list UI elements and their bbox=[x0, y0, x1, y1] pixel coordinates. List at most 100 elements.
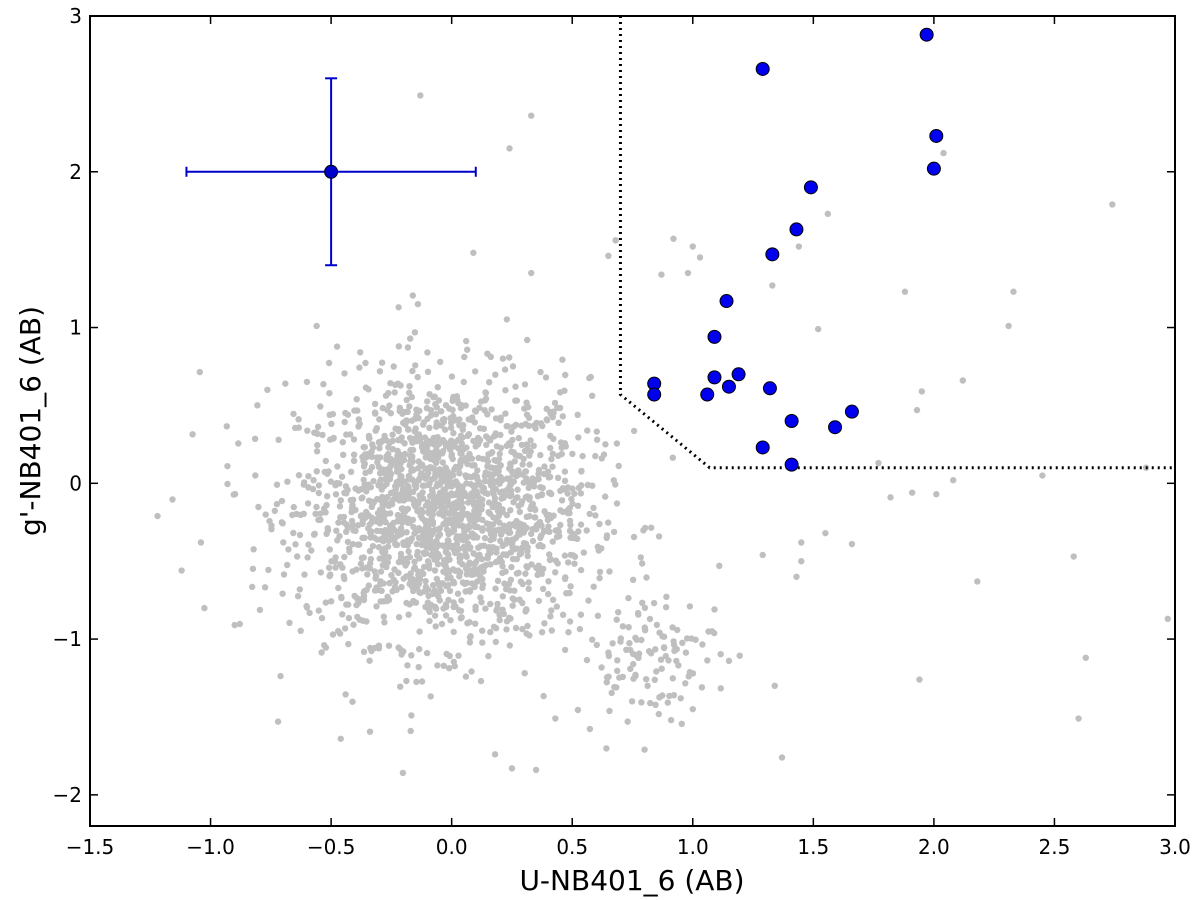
background-point bbox=[548, 607, 555, 614]
background-point bbox=[400, 539, 407, 546]
background-point bbox=[467, 494, 474, 501]
background-point bbox=[411, 435, 418, 442]
background-point bbox=[525, 484, 532, 491]
background-point bbox=[408, 456, 416, 463]
background-point bbox=[429, 437, 437, 444]
background-point bbox=[481, 534, 489, 542]
background-point bbox=[357, 349, 364, 356]
background-point bbox=[545, 489, 553, 497]
background-point bbox=[373, 536, 381, 543]
background-point bbox=[959, 377, 967, 384]
background-point bbox=[339, 439, 346, 446]
background-point bbox=[543, 417, 551, 424]
background-point bbox=[312, 510, 319, 517]
background-point bbox=[404, 426, 412, 433]
background-point bbox=[698, 684, 706, 691]
highlighted-point bbox=[765, 247, 780, 262]
background-point bbox=[598, 545, 605, 552]
background-point bbox=[488, 406, 495, 413]
background-point bbox=[414, 373, 421, 381]
background-point bbox=[547, 444, 554, 452]
background-point bbox=[525, 579, 532, 586]
highlighted-point bbox=[803, 180, 818, 195]
background-point bbox=[380, 613, 387, 620]
background-point bbox=[635, 654, 642, 661]
background-point bbox=[197, 539, 205, 546]
background-point bbox=[403, 677, 410, 685]
background-point bbox=[336, 503, 344, 510]
background-point bbox=[482, 389, 490, 397]
background-point bbox=[686, 668, 693, 676]
background-point bbox=[492, 415, 500, 422]
background-point bbox=[544, 516, 552, 524]
background-point bbox=[468, 668, 475, 675]
background-point bbox=[249, 565, 257, 572]
background-point bbox=[553, 533, 561, 541]
background-point bbox=[411, 478, 418, 485]
background-point bbox=[566, 618, 574, 625]
background-point bbox=[606, 568, 613, 575]
background-point bbox=[416, 407, 423, 415]
background-point bbox=[395, 569, 402, 576]
background-point bbox=[554, 560, 561, 567]
background-point bbox=[395, 343, 402, 350]
background-point bbox=[507, 460, 514, 467]
background-point bbox=[483, 441, 490, 449]
background-point bbox=[594, 612, 602, 619]
background-point bbox=[435, 533, 442, 540]
background-point bbox=[367, 534, 374, 541]
background-point bbox=[535, 466, 543, 474]
background-point bbox=[292, 541, 299, 548]
background-point bbox=[400, 648, 407, 655]
background-point bbox=[343, 431, 350, 438]
background-point bbox=[392, 381, 399, 389]
background-point bbox=[322, 457, 329, 465]
background-point bbox=[650, 599, 658, 607]
background-point bbox=[555, 419, 562, 426]
background-point bbox=[540, 470, 548, 478]
background-point bbox=[469, 530, 476, 537]
background-point bbox=[327, 436, 334, 443]
background-point bbox=[304, 554, 311, 561]
background-point bbox=[475, 515, 482, 523]
background-point bbox=[462, 472, 469, 479]
background-point bbox=[396, 404, 403, 411]
background-point bbox=[410, 523, 417, 531]
background-point bbox=[564, 484, 572, 491]
background-point bbox=[318, 614, 326, 622]
background-point bbox=[476, 494, 483, 502]
background-point bbox=[455, 498, 462, 506]
background-point bbox=[249, 583, 256, 591]
selection-boundary-group bbox=[618, 16, 1175, 470]
background-point bbox=[414, 300, 422, 308]
background-point bbox=[496, 616, 503, 624]
background-point bbox=[708, 628, 716, 635]
background-point bbox=[520, 539, 528, 547]
background-point bbox=[296, 586, 303, 593]
background-point bbox=[630, 660, 637, 668]
x-axis-label: U-NB401_6 (AB) bbox=[519, 864, 744, 897]
background-point bbox=[439, 459, 446, 466]
y-tick-label: 0 bbox=[69, 471, 82, 495]
background-point bbox=[503, 316, 510, 323]
background-point bbox=[475, 510, 482, 518]
background-point bbox=[427, 693, 434, 700]
background-point bbox=[347, 468, 355, 475]
background-point bbox=[437, 358, 444, 366]
background-point bbox=[265, 566, 272, 574]
background-point bbox=[337, 735, 344, 742]
background-point bbox=[669, 454, 676, 461]
background-point bbox=[478, 501, 486, 509]
background-point bbox=[509, 555, 517, 563]
background-point bbox=[375, 463, 383, 471]
background-point bbox=[1070, 553, 1077, 560]
background-point bbox=[1010, 288, 1017, 295]
background-point bbox=[154, 512, 161, 520]
background-point bbox=[427, 455, 434, 462]
background-point bbox=[653, 621, 661, 629]
background-point bbox=[552, 715, 559, 722]
background-point bbox=[178, 567, 185, 574]
background-point bbox=[487, 530, 495, 538]
background-point bbox=[399, 489, 406, 496]
background-point bbox=[467, 560, 474, 567]
